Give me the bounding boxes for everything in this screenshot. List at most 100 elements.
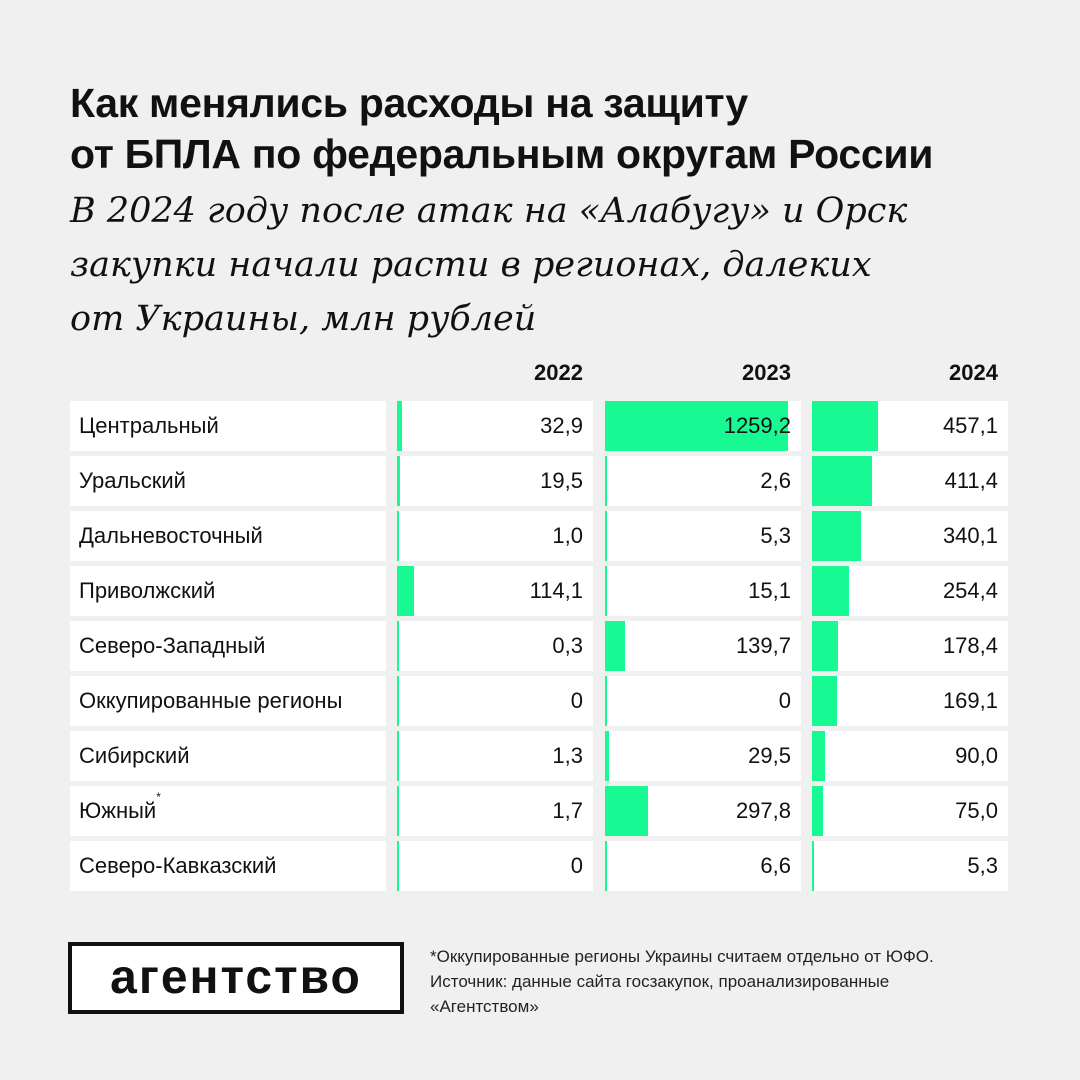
value-label: 29,5 bbox=[748, 743, 791, 768]
value-label: 340,1 bbox=[942, 523, 998, 548]
value-bar bbox=[812, 566, 849, 616]
value-bar bbox=[812, 786, 823, 836]
year-header-2024: 2024 bbox=[949, 360, 998, 385]
value-cell-2023: 297,8 bbox=[605, 786, 801, 836]
value-cell-2024: 75,0 bbox=[812, 786, 1008, 836]
value-bar bbox=[397, 566, 414, 616]
row-label: Оккупированные регионы bbox=[70, 676, 386, 726]
value-label: 297,8 bbox=[735, 798, 791, 823]
title-line: Как менялись расходы на защиту bbox=[70, 80, 748, 126]
value-bar bbox=[397, 401, 402, 451]
subtitle-line: В 2024 году после атак на «Алабугу» и Ор… bbox=[70, 191, 908, 231]
title-line: от БПЛА по федеральным округам России bbox=[70, 131, 934, 177]
value-cell-2023: 29,5 bbox=[605, 731, 801, 781]
value-label: 411,4 bbox=[944, 468, 998, 493]
value-bar bbox=[605, 456, 607, 506]
value-bar bbox=[605, 401, 788, 451]
value-label: 0,3 bbox=[552, 633, 583, 658]
value-cell-2024: 411,4 bbox=[812, 456, 1008, 506]
value-cell-2022: 32,9 bbox=[397, 401, 593, 451]
value-label: 5,3 bbox=[760, 523, 791, 548]
agentstvo-logo: агентство bbox=[68, 942, 404, 1014]
value-label: 169,1 bbox=[942, 688, 998, 713]
value-bar bbox=[812, 731, 826, 781]
value-cell-2024: 457,1 bbox=[812, 401, 1008, 451]
value-bar bbox=[605, 566, 608, 616]
row-label: Северо-Западный bbox=[70, 621, 386, 671]
value-bar bbox=[397, 511, 399, 561]
value-label: 178,4 bbox=[942, 633, 998, 658]
year-header-2023: 2023 bbox=[742, 360, 791, 385]
value-cell-2022: 0,3 bbox=[397, 621, 593, 671]
value-cell-2023: 1259,2 bbox=[605, 401, 801, 451]
value-cell-2022: 19,5 bbox=[397, 456, 593, 506]
value-cell-2023: 2,6 bbox=[605, 456, 801, 506]
value-cell-2024: 90,0 bbox=[812, 731, 1008, 781]
value-label: 19,5 bbox=[540, 468, 583, 493]
value-label: 0 bbox=[778, 688, 791, 713]
value-label: 114,1 bbox=[529, 578, 583, 603]
value-bar bbox=[812, 401, 879, 451]
value-label: 2,6 bbox=[760, 468, 791, 493]
value-bar bbox=[397, 456, 400, 506]
value-bar bbox=[812, 456, 872, 506]
value-cell-2024: 340,1 bbox=[812, 511, 1008, 561]
value-bar bbox=[397, 676, 399, 726]
chart-subtitle: В 2024 году после атак на «Алабугу» и Ор… bbox=[70, 184, 1030, 346]
value-label: 0 bbox=[570, 688, 583, 713]
subtitle-line: закупки начали расти в регионах, далеких bbox=[70, 245, 872, 285]
value-bar bbox=[812, 511, 862, 561]
footnote-line: *Оккупированные регионы Украины считаем … bbox=[430, 947, 934, 966]
value-label: 0 bbox=[570, 853, 583, 878]
row-label: Приволжский bbox=[70, 566, 386, 616]
value-bar bbox=[605, 676, 607, 726]
value-bar bbox=[397, 841, 399, 891]
logo-text: агентство bbox=[110, 951, 362, 1004]
row-label: Сибирский bbox=[70, 731, 386, 781]
value-cell-2023: 5,3 bbox=[605, 511, 801, 561]
value-label: 1,7 bbox=[552, 798, 583, 823]
value-label: 90,0 bbox=[955, 743, 998, 768]
footnote-mark: * bbox=[156, 790, 161, 804]
value-bar bbox=[812, 676, 837, 726]
subtitle-line: от Украины, млн рублей bbox=[70, 299, 537, 339]
value-cell-2023: 0 bbox=[605, 676, 801, 726]
value-bar bbox=[605, 841, 607, 891]
value-bar bbox=[397, 786, 399, 836]
value-cell-2024: 5,3 bbox=[812, 841, 1008, 891]
row-label: Дальневосточный bbox=[70, 511, 386, 561]
value-cell-2022: 0 bbox=[397, 676, 593, 726]
value-bar bbox=[812, 621, 838, 671]
value-bar bbox=[397, 731, 399, 781]
value-label: 15,1 bbox=[748, 578, 791, 603]
value-bar bbox=[605, 786, 649, 836]
value-cell-2022: 1,0 bbox=[397, 511, 593, 561]
value-cell-2022: 114,1 bbox=[397, 566, 593, 616]
row-label: Южный* bbox=[70, 786, 386, 836]
value-bar bbox=[812, 841, 814, 891]
value-bar bbox=[397, 621, 399, 671]
value-cell-2022: 1,3 bbox=[397, 731, 593, 781]
row-label: Северо-Кавказский bbox=[70, 841, 386, 891]
footnote: *Оккупированные регионы Украины считаем … bbox=[430, 944, 1030, 1019]
value-cell-2022: 0 bbox=[397, 841, 593, 891]
value-label: 6,6 bbox=[760, 853, 791, 878]
value-bar bbox=[605, 731, 610, 781]
value-cell-2022: 1,7 bbox=[397, 786, 593, 836]
footnote-line: Источник: данные сайта госзакупок, проан… bbox=[430, 972, 890, 991]
value-bar bbox=[605, 511, 607, 561]
value-cell-2024: 178,4 bbox=[812, 621, 1008, 671]
value-cell-2023: 6,6 bbox=[605, 841, 801, 891]
value-cell-2023: 15,1 bbox=[605, 566, 801, 616]
value-cell-2023: 139,7 bbox=[605, 621, 801, 671]
year-header-2022: 2022 bbox=[534, 360, 583, 385]
value-label: 254,4 bbox=[942, 578, 998, 603]
value-label: 457,1 bbox=[942, 413, 998, 438]
row-label: Уральский bbox=[70, 456, 386, 506]
row-label: Центральный bbox=[70, 401, 386, 451]
value-cell-2024: 254,4 bbox=[812, 566, 1008, 616]
footnote-line: «Агентством» bbox=[430, 997, 539, 1016]
value-label: 1,3 bbox=[552, 743, 583, 768]
value-label: 5,3 bbox=[967, 853, 998, 878]
value-label: 32,9 bbox=[540, 413, 583, 438]
